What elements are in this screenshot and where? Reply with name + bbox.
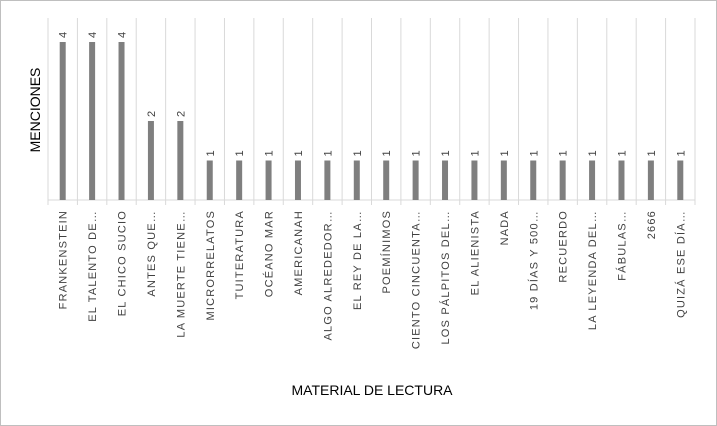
bar	[383, 160, 390, 200]
data-label: 1	[499, 150, 511, 156]
data-label: 1	[205, 150, 217, 156]
bar	[442, 160, 449, 200]
x-tick-label: EL TALENTO DE…	[87, 210, 99, 322]
bar	[147, 121, 154, 200]
data-label: 1	[440, 150, 452, 156]
data-label: 1	[234, 150, 246, 156]
bar	[677, 160, 684, 200]
x-tick-label: LA LEYENDA DEL…	[587, 210, 599, 330]
x-tick-label: LOS PÁLPITOS DEL…	[439, 210, 452, 345]
x-axis-title: MATERIAL DE LECTURA	[291, 382, 453, 398]
x-tick-label: EL ALIENISTA	[469, 210, 481, 295]
bar	[559, 160, 566, 200]
data-label: 1	[528, 150, 540, 156]
data-label: 1	[469, 150, 481, 156]
bar	[265, 160, 272, 200]
data-label: 1	[558, 150, 570, 156]
data-label: 2	[146, 111, 158, 117]
bar	[294, 160, 301, 200]
y-axis-title: MENCIONES	[27, 68, 43, 153]
data-label: 4	[58, 32, 70, 38]
x-tick-label: OCÉANO MAR	[263, 210, 276, 297]
bar	[500, 160, 507, 200]
x-tick-label: EL REY DE LA…	[352, 210, 364, 310]
data-label: 1	[646, 150, 658, 156]
bar	[324, 160, 331, 200]
x-tick-label: POEMÍNIMOS	[380, 210, 393, 294]
bar	[59, 42, 66, 200]
data-label: 4	[87, 32, 99, 38]
data-label: 1	[264, 150, 276, 156]
x-tick-label: FÁBULAS…	[615, 210, 628, 281]
x-tick-label: AMERICANAH	[293, 210, 305, 295]
bar	[236, 160, 243, 200]
bar	[177, 121, 184, 200]
x-tick-label: CIENTO CINCUENTA…	[411, 210, 423, 349]
bar	[618, 160, 625, 200]
data-label: 1	[293, 150, 305, 156]
x-tick-label: NADA	[499, 210, 511, 245]
bar	[118, 42, 125, 200]
data-label: 1	[675, 150, 687, 156]
bar	[206, 160, 213, 200]
data-label: 1	[381, 150, 393, 156]
x-tick-label: ALGO ALREDEDOR…	[322, 210, 334, 340]
data-label: 2	[175, 111, 187, 117]
bar	[589, 160, 596, 200]
data-label: 1	[587, 150, 599, 156]
x-tick-label: QUIZÁ ESE DÍA…	[674, 210, 687, 318]
bar	[530, 160, 537, 200]
data-label: 1	[411, 150, 423, 156]
bar	[353, 160, 360, 200]
x-tick-label: ANTES QUE…	[146, 210, 158, 297]
bar	[89, 42, 96, 200]
data-label: 1	[616, 150, 628, 156]
x-tick-label: 2666	[646, 210, 658, 239]
x-tick-label: TUITERATURA	[234, 210, 246, 299]
bar	[471, 160, 478, 200]
data-label: 1	[352, 150, 364, 156]
x-tick-label: MICRORRELATOS	[205, 210, 217, 321]
x-tick-label: 19 DÍAS Y 500…	[527, 210, 540, 310]
data-label: 1	[322, 150, 334, 156]
bar	[412, 160, 419, 200]
x-tick-label: EL CHICO SUCIO	[117, 210, 129, 316]
bar	[647, 160, 654, 200]
x-tick-label: LA MUERTE TIENE…	[175, 210, 187, 338]
x-tick-label: FRANKENSTEIN	[58, 210, 70, 309]
data-label: 4	[117, 32, 129, 38]
x-tick-label: RECUERDO	[558, 210, 570, 283]
